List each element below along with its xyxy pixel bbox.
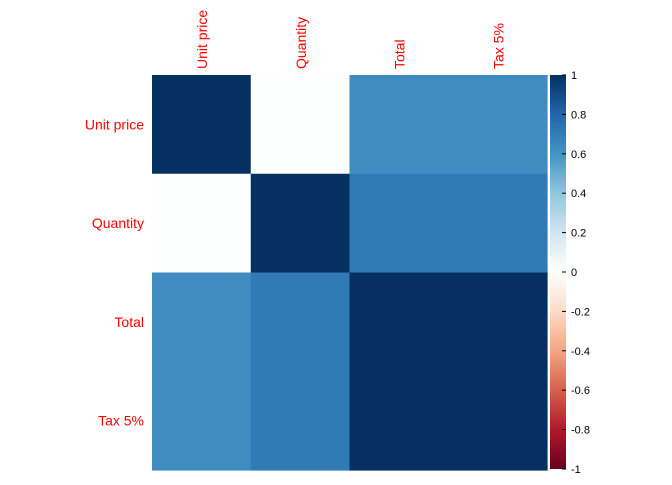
row-label: Total [114,314,144,330]
col-label: Unit price [194,10,210,69]
heatmap-cell [448,272,548,372]
heatmap-cell [448,75,548,175]
colorbar-tick-label: -0.2 [571,306,590,318]
row-label: Tax 5% [98,413,144,429]
heatmap-cell [349,173,449,274]
heatmap-cell [448,371,548,471]
heatmap-cell [250,173,351,274]
colorbar-tick-label: 0.2 [571,228,586,240]
heatmap-cell [250,272,351,372]
heatmap-cell [152,75,252,175]
colorbar-tick-label: 1 [571,70,577,82]
col-label: Tax 5% [490,23,506,69]
heatmap-cell [152,272,252,372]
row-label: Unit price [85,116,144,132]
heatmap-cell [250,371,351,471]
col-label: Total [392,39,408,69]
colorbar-tick-label: 0.8 [571,109,586,121]
col-label: Quantity [293,17,309,69]
heatmap-cell [250,75,351,175]
colorbar-tick-label: -0.8 [571,425,590,437]
colorbar-tick-label: 0.4 [571,188,586,200]
heatmap-cell [448,173,548,274]
heatmap-cell [152,371,252,471]
colorbar-tick-label: -0.4 [571,346,590,358]
col-labels: Unit price Quantity Total Tax 5% [194,10,506,69]
colorbar: 1 0.8 0.6 0.4 0.2 0 -0.2 -0.4 -0.6 -0.8 -1 [550,70,590,476]
row-labels: Unit price Quantity Total Tax 5% [85,116,144,428]
heatmap-cell [349,371,449,471]
heatmap-cell [152,173,252,274]
heatmap-cell [349,75,449,175]
row-label: Quantity [92,215,144,231]
heatmap-cells [152,75,548,471]
heatmap-cell [349,272,449,372]
colorbar-tick-label: -0.6 [571,385,590,397]
colorbar-tick-label: -1 [571,464,581,476]
colorbar-tick-label: 0.6 [571,149,586,161]
colorbar-gradient [550,75,566,469]
colorbar-tick-label: 0 [571,267,577,279]
